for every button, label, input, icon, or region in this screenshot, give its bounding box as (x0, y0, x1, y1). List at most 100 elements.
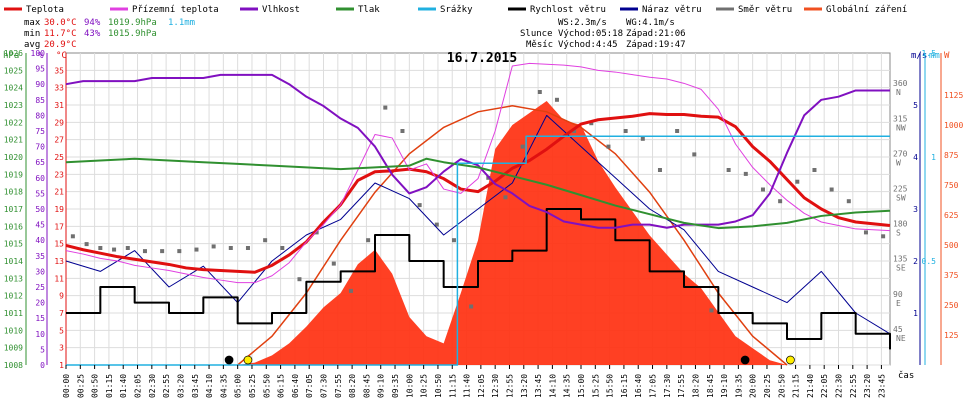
x-tick-label: 10:25 (420, 374, 429, 398)
tick-wind-dir-label: SE (896, 264, 906, 273)
tick-pressure: 1022 (4, 118, 23, 127)
radiation-fill (237, 101, 787, 365)
tick-wind-speed: 5 (913, 101, 918, 110)
tick-temperature: 11 (54, 274, 64, 283)
tick-pressure: 1016 (4, 222, 23, 231)
summary-row-avg-label: avg (24, 40, 40, 50)
summary-moon-label: Měsíc (526, 40, 553, 50)
x-tick-label: 02:30 (148, 374, 157, 398)
wind-dir-point (125, 246, 130, 250)
wind-dir-point (503, 195, 508, 200)
x-tick-label: 22:30 (835, 374, 844, 398)
tick-temperature: 35 (54, 66, 64, 75)
summary-min-temp: 11.7°C (44, 29, 77, 39)
x-tick-label: 02:05 (134, 374, 143, 398)
x-tick-label: 02:55 (162, 374, 171, 398)
tick-humidity: 75 (35, 127, 45, 136)
x-tick-label: 21:15 (792, 374, 801, 398)
tick-pressure: 1026 (4, 49, 23, 58)
x-tick-label: 05:25 (248, 374, 257, 398)
summary-sun-label: Slunce (520, 29, 553, 39)
tick-wind-dir: 360 (893, 79, 908, 88)
x-tick-label: 17:55 (677, 374, 686, 398)
series-line (65, 73, 890, 229)
legend-label: Přízemní teplota (132, 5, 219, 15)
tick-rain: 1 (931, 153, 936, 162)
tick-temperature: 23 (54, 170, 64, 179)
wind-dir-point (194, 247, 199, 252)
axis-unit-w: W (944, 51, 950, 61)
tick-humidity: 0 (40, 361, 45, 370)
x-tick-label: 18:20 (691, 374, 700, 398)
tick-rain: 1.5 (922, 49, 937, 58)
legend-label: Tlak (358, 5, 380, 15)
wind-gust-line (65, 114, 891, 335)
tick-pressure: 1024 (4, 84, 23, 93)
x-tick-label: 22:55 (849, 374, 858, 398)
x-tick-label: 12:05 (477, 374, 486, 398)
tick-wind-dir: 135 (893, 255, 908, 264)
x-tick-label: 03:20 (176, 374, 185, 398)
tick-wind-dir-label: N (896, 88, 901, 97)
x-axis-label: čas (898, 370, 914, 381)
tick-wind-dir-label: NW (896, 123, 906, 132)
tick-pressure: 1023 (4, 101, 23, 110)
tick-temperature: 15 (54, 240, 64, 249)
tick-wind-speed: 4 (913, 153, 918, 162)
tick-temperature: 1 (59, 361, 64, 370)
wind-dir-point (726, 168, 731, 172)
wind-dir-point (70, 234, 75, 239)
x-tick-label: 03:45 (191, 374, 200, 398)
summary-wg: WG:4.1m/s (626, 18, 675, 28)
tick-wind-dir: 45 (893, 325, 903, 334)
sunrise-marker (243, 355, 253, 365)
x-tick-label: 09:10 (377, 374, 386, 398)
axes: 1026102510241023102210211020101910181017… (4, 49, 964, 370)
chart-title: 16.7.2015 (447, 51, 517, 66)
wind-dir-point (709, 308, 714, 313)
tick-pressure: 1011 (4, 309, 23, 318)
wind-dir-point (743, 171, 748, 176)
wind-dir-point (228, 246, 233, 250)
x-tick-label: 14:10 (548, 374, 557, 398)
tick-humidity: 50 (35, 205, 45, 214)
wind-dir-point (314, 230, 319, 235)
wind-dir-point (469, 304, 474, 309)
tick-pressure: 1009 (4, 344, 23, 353)
wind-dir-point (112, 247, 117, 252)
radiation-area (237, 101, 788, 366)
x-tick-label: 08:45 (362, 374, 371, 398)
tick-wind-speed: 1 (913, 309, 918, 318)
x-tick-label: 09:35 (391, 374, 400, 398)
x-tick-label: 07:55 (334, 374, 343, 398)
x-tick-label: 07:30 (320, 374, 329, 398)
x-tick-label: 12:55 (505, 374, 514, 398)
tick-temperature: 21 (54, 188, 64, 197)
legend-label: Globální záření (826, 5, 907, 15)
tick-radiation: 750 (944, 181, 959, 190)
x-tick-label: 20:25 (763, 374, 772, 398)
x-tick-label: 21:40 (806, 374, 815, 398)
series-line (66, 135, 890, 366)
wind-dir-point (297, 277, 302, 282)
tick-humidity: 10 (35, 330, 45, 339)
tick-humidity: 65 (35, 158, 45, 167)
wind-dir-point (400, 129, 405, 133)
x-tick-label: 08:20 (348, 374, 357, 398)
tick-wind-dir: 180 (893, 220, 908, 229)
x-tick-label: 17:30 (663, 374, 672, 398)
summary-sunrise: Východ:05:18 (558, 29, 623, 39)
axis-unit-hpa: hPa (3, 51, 19, 61)
wind-dir-point (417, 203, 422, 208)
wind-dir-point (348, 288, 353, 293)
wind-dir-point (434, 222, 439, 227)
tick-pressure: 1015 (4, 240, 23, 249)
sun-moon-markers (224, 355, 795, 365)
wind-dir-point (245, 246, 250, 250)
tick-humidity: 90 (35, 80, 45, 89)
x-tick-label: 01:40 (119, 374, 128, 398)
x-tick-label: 06:15 (277, 374, 286, 398)
legend-label: Rychlost větru (530, 5, 606, 15)
summary-sunset: Západ:21:06 (626, 29, 686, 39)
tick-wind-speed: 2 (913, 257, 918, 266)
